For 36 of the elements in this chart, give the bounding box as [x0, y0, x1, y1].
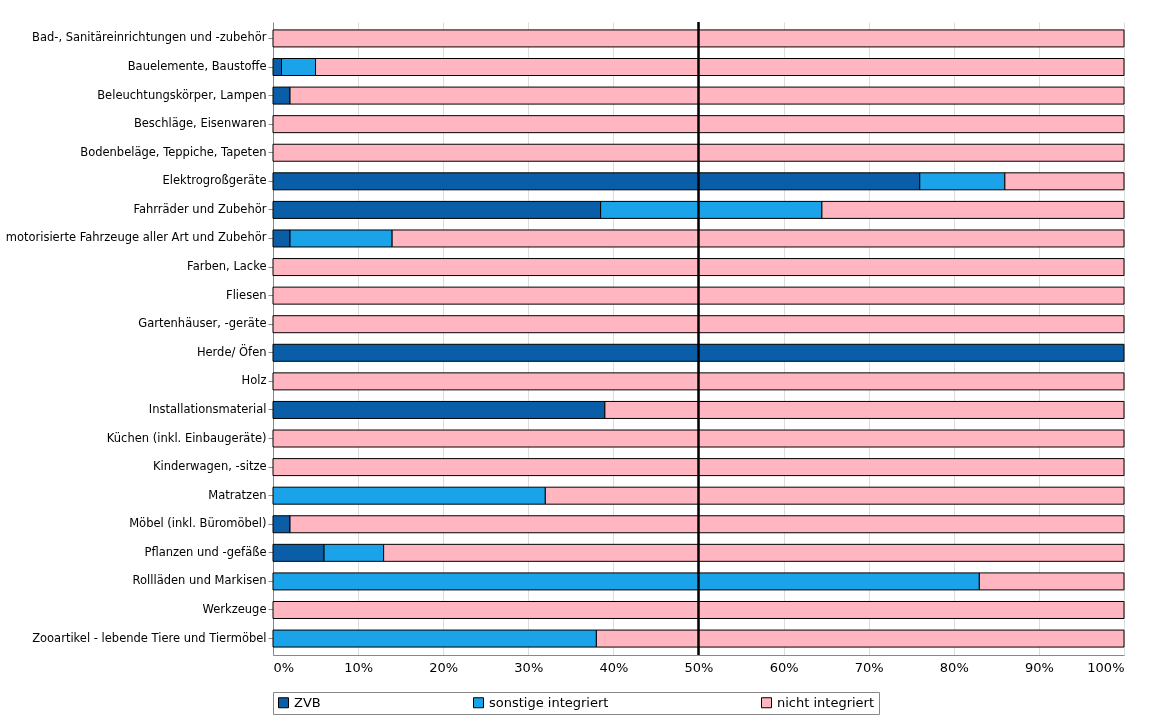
y-tick-label: motorisierte Fahrzeuge aller Art und Zubehör: [5, 230, 267, 245]
legend-label: sonstige integriert: [489, 694, 609, 710]
legend-label: nicht integriert: [777, 694, 875, 710]
x-tick-label: 100%: [1087, 659, 1125, 675]
y-tick-label: Beschläge, Eisenwaren: [133, 116, 267, 131]
y-tick-label: Rollläden und Markisen: [132, 573, 267, 588]
y-tick-label: Pflanzen und -gefäße: [144, 544, 267, 559]
x-tick-label: 70%: [854, 659, 884, 675]
y-tick-label: Küchen (inkl. Einbaugeräte): [106, 430, 267, 445]
y-tick-label: Kinderwagen, -sitze: [152, 459, 267, 474]
y-tick-label: Fahrräder und Zubehör: [133, 201, 267, 216]
y-tick-label: Matratzen: [208, 487, 267, 502]
y-tick-label: Bodenbeläge, Teppiche, Tapeten: [80, 144, 267, 159]
y-tick-label: Herde/ Öfen: [196, 342, 267, 359]
x-tick-label: 80%: [939, 659, 969, 675]
y-tick-label: Farben, Lacke: [187, 259, 267, 274]
y-tick-label: Fliesen: [226, 287, 267, 302]
y-tick-label: Bad-, Sanitäreinrichtungen und -zubehör: [32, 30, 267, 45]
x-tick-label: 90%: [1024, 659, 1054, 675]
x-tick-label: 30%: [514, 659, 544, 675]
y-tick-label: Gartenhäuser, -geräte: [138, 316, 267, 331]
y-tick-label: Holz: [241, 373, 267, 388]
x-tick-label: 50%: [684, 659, 714, 675]
y-tick-label: Elektrogroßgeräte: [162, 173, 267, 188]
y-tick-label: Zooartikel - lebende Tiere und Tiermöbel: [32, 630, 267, 645]
y-tick-label: Möbel (inkl. Büromöbel): [129, 516, 267, 531]
y-tick-label: Beleuchtungskörper, Lampen: [97, 87, 267, 102]
y-tick-label: Werkzeuge: [202, 601, 267, 616]
y-tick-label: Installationsmaterial: [148, 401, 267, 416]
x-tick-label: 40%: [599, 659, 629, 675]
y-tick-label: Bauelemente, Baustoffe: [127, 59, 267, 74]
legend-label: ZVB: [294, 694, 321, 710]
x-tick-label: 60%: [769, 659, 799, 675]
x-tick-label: 20%: [429, 659, 459, 675]
x-tick-label: 0%: [273, 659, 295, 675]
x-tick-label: 10%: [344, 659, 374, 675]
